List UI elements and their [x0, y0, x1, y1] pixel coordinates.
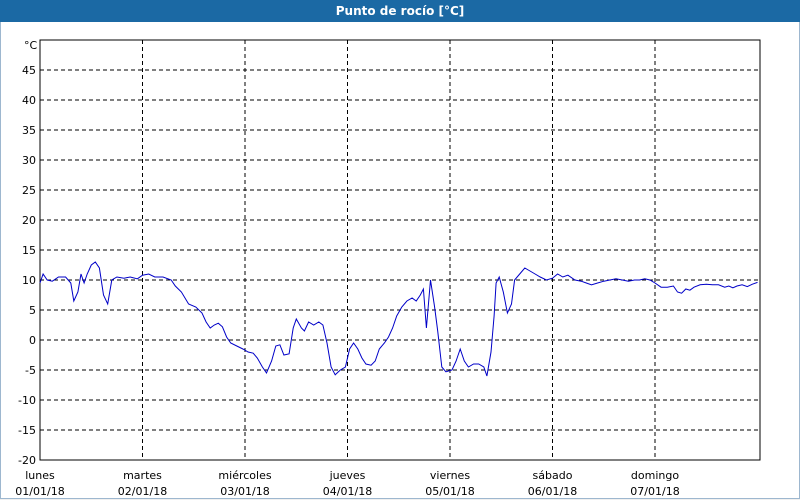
- x-tick-date: 04/01/18: [323, 485, 372, 498]
- x-tick-date: 01/01/18: [15, 485, 64, 498]
- y-tick-label: 25: [22, 184, 36, 197]
- x-tick-day: jueves: [329, 469, 366, 482]
- x-tick-day: miércoles: [218, 469, 271, 482]
- x-axis: lunes 01/01/18 martes 02/01/18 miércoles 03/0…: [15, 469, 679, 498]
- y-tick-label: -10: [18, 394, 36, 407]
- y-tick-label: 20: [22, 214, 36, 227]
- y-tick-label: 35: [22, 124, 36, 137]
- y-tick-label: -20: [18, 454, 36, 467]
- chart-title: Punto de rocío [°C]: [0, 0, 800, 22]
- x-tick-date: 06/01/18: [528, 485, 577, 498]
- x-tick-day: viernes: [430, 469, 470, 482]
- y-tick-label: -5: [25, 364, 36, 377]
- y-axis: -20 -15 -10 -5 0 5 10 15 20 25 30 35 40 45: [18, 64, 36, 467]
- series-layer: [39, 261, 758, 377]
- y-tick-label: 10: [22, 274, 36, 287]
- y-tick-label: 0: [29, 334, 36, 347]
- y-tick-label: 15: [22, 244, 36, 257]
- x-tick-day: sábado: [533, 469, 573, 482]
- series-line: [39, 261, 758, 377]
- x-tick-day: martes: [123, 469, 162, 482]
- x-tick-date: 02/01/18: [118, 485, 167, 498]
- y-tick-label: 45: [22, 64, 36, 77]
- y-tick-label: 40: [22, 94, 36, 107]
- x-tick-date: 03/01/18: [220, 485, 269, 498]
- y-tick-label: 5: [29, 304, 36, 317]
- x-tick-day: domingo: [631, 469, 679, 482]
- x-tick-day: lunes: [25, 469, 55, 482]
- grid-lines: [40, 40, 760, 460]
- y-axis-unit: °C: [24, 39, 38, 52]
- y-tick-label: 30: [22, 154, 36, 167]
- x-tick-date: 05/01/18: [425, 485, 474, 498]
- y-tick-label: -15: [18, 424, 36, 437]
- x-tick-date: 07/01/18: [630, 485, 679, 498]
